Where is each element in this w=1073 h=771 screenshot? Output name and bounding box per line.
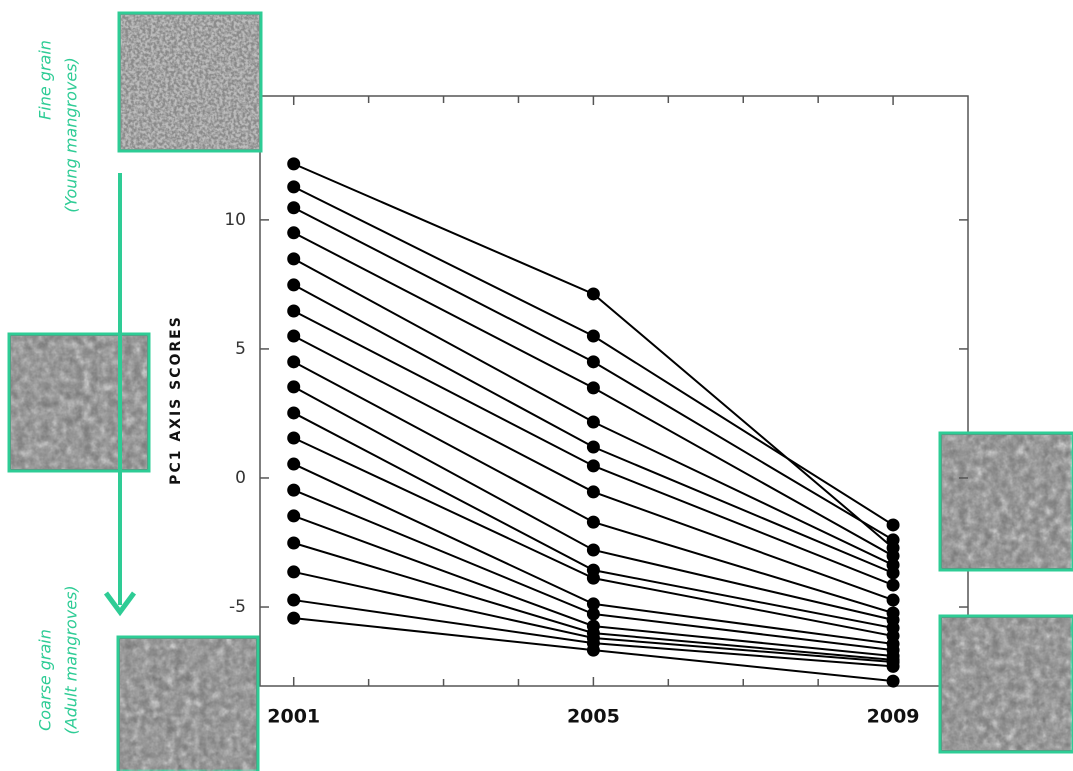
data-point: [287, 536, 301, 550]
data-point: [287, 180, 301, 194]
data-point: [586, 571, 600, 585]
texture: [121, 15, 259, 149]
grain-arrow: [103, 173, 137, 617]
data-point: [586, 381, 600, 395]
data-point: [586, 597, 600, 611]
y-tick-label: 0: [235, 468, 246, 488]
data-point: [586, 459, 600, 473]
data-point: [886, 578, 900, 592]
annotation: (Adult mangroves): [62, 585, 81, 734]
texture: [11, 336, 147, 469]
data-point: [886, 659, 900, 673]
data-point: [586, 287, 600, 301]
data-point: [886, 593, 900, 607]
plot-frame: [259, 95, 969, 687]
annotation: Fine grain: [36, 40, 55, 120]
data-point: [886, 549, 900, 563]
data-point: [287, 329, 301, 343]
data-point: [287, 304, 301, 318]
x-tick-label: 2001: [267, 706, 320, 728]
data-point: [287, 431, 301, 445]
data-point: [586, 485, 600, 499]
data-point: [287, 226, 301, 240]
arrow-head: [103, 591, 137, 617]
thumbnails: [7, 11, 1073, 771]
data-point: [287, 611, 301, 625]
data-point: [586, 440, 600, 454]
data-point: [886, 533, 900, 547]
data-point: [586, 329, 600, 343]
data-point: [287, 593, 301, 607]
texture: [120, 639, 256, 771]
annotation: (Young mangroves): [62, 57, 81, 213]
data-point: [287, 355, 301, 369]
y-tick-label: 10: [224, 210, 246, 230]
data-point: [287, 406, 301, 420]
data-point: [287, 483, 301, 497]
data-point: [586, 607, 600, 621]
data-point: [287, 157, 301, 171]
data-point: [287, 201, 301, 215]
data-point: [886, 566, 900, 580]
data-point: [586, 643, 600, 657]
data-point: [287, 380, 301, 394]
y-tick-label: 5: [235, 339, 246, 359]
data-point: [586, 355, 600, 369]
data-point: [287, 565, 301, 579]
data-point: [586, 415, 600, 429]
annotation: Coarse grain: [36, 629, 55, 731]
series-line: [293, 284, 894, 574]
data-point: [586, 543, 600, 557]
data-point: [886, 518, 900, 532]
data-point: [287, 278, 301, 292]
x-tick-label: 2009: [867, 706, 920, 728]
texture: [942, 618, 1072, 750]
data-point: [287, 457, 301, 471]
x-tick-label: 2005: [567, 706, 620, 728]
data-point: [586, 515, 600, 529]
y-axis-label: PC1 AXIS SCORES: [168, 315, 184, 485]
texture: [942, 435, 1072, 568]
data-point: [287, 509, 301, 523]
y-tick-label: -5: [229, 597, 246, 617]
data-point: [886, 674, 900, 688]
data-point: [287, 252, 301, 266]
